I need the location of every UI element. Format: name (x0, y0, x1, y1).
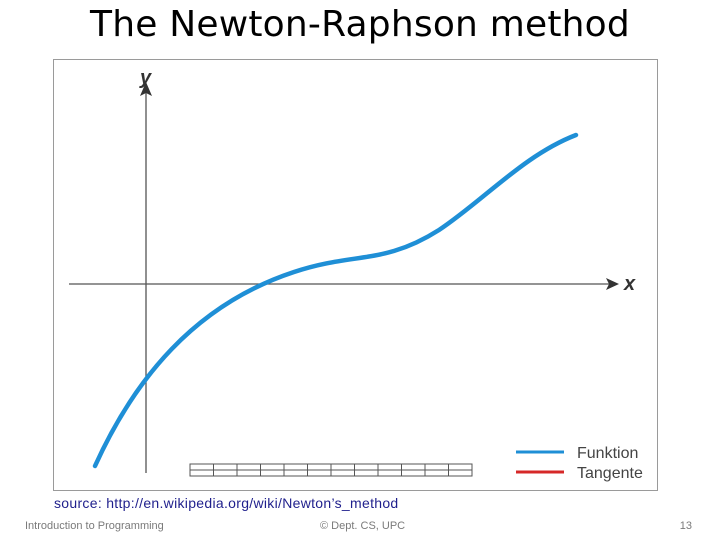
x-axis-arrow-icon (606, 278, 619, 290)
source-caption: source: http://en.wikipedia.org/wiki/New… (54, 495, 399, 511)
y-axis-label: y (139, 67, 152, 89)
scale-ruler (189, 463, 473, 477)
footer-course: Introduction to Programming (25, 520, 164, 532)
function-plot: x y Funktion Tangente (69, 67, 643, 482)
x-axis-label: x (623, 273, 636, 295)
legend-label-tangente: Tangente (577, 465, 643, 482)
footer-page-number: 13 (679, 520, 692, 532)
function-curve (92, 132, 579, 469)
y-axis-arrow-icon (140, 82, 152, 96)
legend-label-funktion: Funktion (577, 445, 638, 462)
footer-department: © Dept. CS, UPC (320, 520, 406, 532)
figure-frame: x y Funktion Tangente (53, 59, 658, 491)
slide-title: The Newton-Raphson method (90, 4, 630, 45)
